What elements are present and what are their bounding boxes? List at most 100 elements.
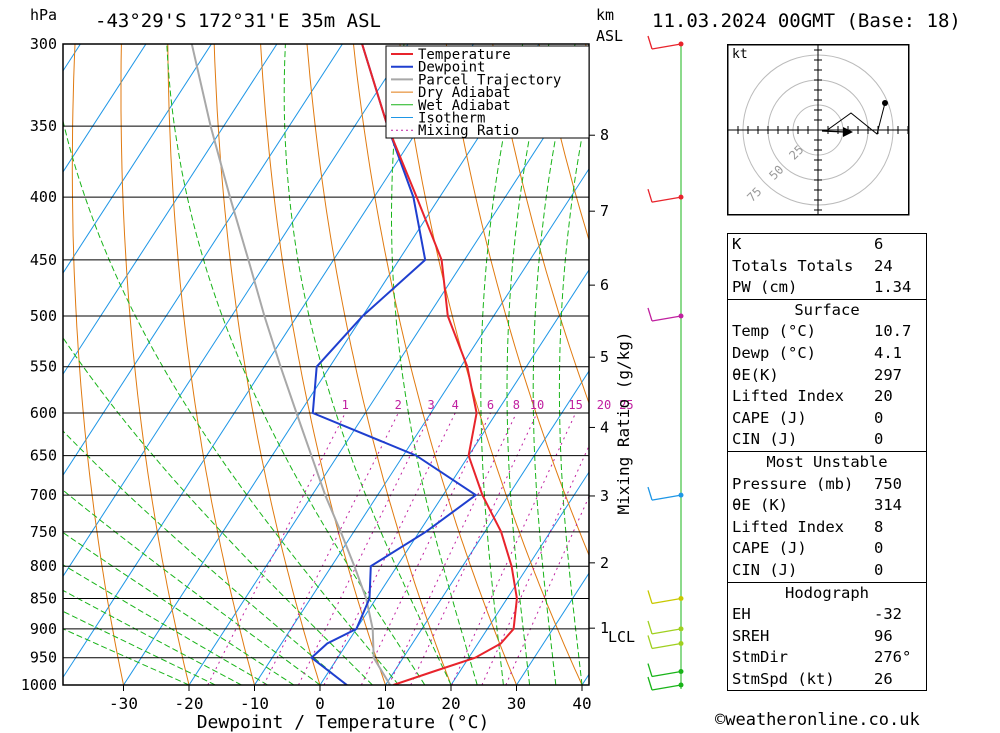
pressure-tick-label: 400: [30, 188, 57, 206]
index-value: 8: [874, 517, 884, 536]
x-tick-label: -10: [240, 694, 269, 713]
index-row: Pressure (mb) 750: [728, 474, 927, 496]
index-row: PW (cm) 1.34: [728, 277, 927, 299]
km-tick-label: 4: [600, 418, 609, 436]
index-row: Dewp (°C) 4.1: [728, 343, 927, 365]
index-value: 26: [874, 669, 893, 688]
wet-adiabat-line: [283, 44, 452, 685]
index-row: EH -32: [728, 604, 927, 626]
index-value: 24: [874, 256, 893, 275]
hodograph: kt 25 50 75: [727, 44, 910, 216]
legend-label: Isotherm: [418, 111, 485, 127]
pressure-tick-label: 850: [30, 589, 57, 607]
wind-barb: [651, 196, 682, 203]
dewpoint-line: [309, 44, 478, 685]
mixing-ratio-label: 3: [427, 398, 434, 412]
wind-level-dot: [678, 41, 684, 47]
index-row: Totals Totals 24: [728, 256, 927, 278]
wind-level-dot: [678, 492, 684, 498]
wet-adiabat-line: [63, 564, 268, 685]
index-value: 6: [874, 235, 884, 253]
index-row: Hodograph: [727, 581, 927, 605]
wind-level-dot: [678, 682, 684, 688]
index-label: K: [732, 235, 742, 253]
index-value: 4.1: [874, 343, 902, 362]
pressure-tick-label: 450: [30, 251, 57, 269]
mixing-ratio-label: 20: [597, 398, 611, 412]
index-label: Surface: [727, 298, 927, 322]
km-tick-label: 2: [600, 554, 609, 572]
index-row: StmDir 276°: [728, 647, 927, 669]
mixing-ratio-line: [207, 412, 346, 685]
wind-barb: [647, 188, 653, 203]
x-tick-label: 10: [376, 694, 395, 713]
km-tick-label: 1: [600, 619, 609, 637]
storm-motion-arrowhead: [843, 127, 853, 137]
dry-adiabat-line: [306, 44, 452, 685]
index-row: StmSpd (kt) 26: [728, 669, 927, 691]
wet-adiabat-line: [558, 97, 589, 685]
wind-barb: [647, 35, 653, 50]
isotherm-line: [384, 370, 589, 685]
index-value: -32: [874, 605, 902, 624]
wind-barb: [651, 642, 682, 650]
wind-level-dot: [678, 194, 684, 200]
km-tick-label: 3: [600, 487, 609, 505]
index-row: CAPE (J) 0: [728, 538, 927, 560]
index-label: StmDir: [732, 648, 788, 667]
km-tick-label: 8: [600, 126, 609, 144]
isotherm-line: [515, 572, 589, 685]
isotherm-line: [319, 269, 589, 685]
index-row: CIN (J) 0: [728, 429, 927, 451]
index-label: θE (K): [732, 496, 788, 515]
pressure-tick-label: 650: [30, 447, 57, 465]
wind-level-dot: [678, 626, 684, 632]
index-label: CAPE (J): [732, 408, 807, 427]
index-label: Lifted Index: [732, 517, 844, 536]
mixing-ratio-label: 2: [395, 398, 402, 412]
index-value: 0: [874, 560, 884, 579]
index-label: EH: [732, 605, 751, 624]
x-tick-label: 0: [315, 694, 325, 713]
wet-adiabat-line: [63, 531, 295, 685]
index-value: 297: [874, 365, 902, 384]
dry-adiabat-line: [957, 44, 1000, 685]
isotherm-line: [450, 471, 589, 685]
lcl-label: LCL: [608, 628, 635, 646]
location-title: -43°29'S 172°31'E 35m ASL: [95, 10, 381, 32]
legend-label: Wet Adiabat: [418, 98, 511, 114]
wet-adiabat-line: [166, 44, 426, 685]
legend-label: Mixing Ratio: [418, 123, 519, 139]
index-row: CIN (J) 0: [728, 560, 927, 582]
index-value: 750: [874, 474, 902, 493]
dry-adiabat-line: [71, 44, 124, 685]
pressure-tick-label: 1000: [21, 676, 57, 694]
dry-adiabat-line: [399, 44, 583, 685]
legend-label: Temperature: [418, 47, 511, 63]
datetime-title: 11.03.2024 00GMT (Base: 18): [652, 10, 961, 32]
mixing-ratio-label: 10: [530, 398, 544, 412]
index-value: 20: [874, 387, 893, 406]
wet-adiabat-line: [63, 489, 321, 685]
km-tick-label: 5: [600, 348, 609, 366]
wind-barb: [651, 684, 682, 691]
index-label: SREH: [732, 626, 770, 645]
mixing-ratio-label: 4: [452, 398, 459, 412]
mixing-ratio-label: 6: [487, 398, 494, 412]
indices-table: K 6 Totals Totals 24 PW (cm) 1.34 Surface Temp …: [727, 233, 927, 692]
dry-adiabat-line: [120, 44, 190, 685]
x-tick-label: -20: [175, 694, 204, 713]
wind-barb: [651, 597, 682, 605]
storm-motion-arrow: [821, 130, 846, 133]
wind-level-dot: [678, 313, 684, 319]
x-tick-label: 20: [441, 694, 460, 713]
pressure-tick-label: 350: [30, 117, 57, 135]
wind-barb: [647, 635, 653, 649]
isotherm-line: [63, 44, 147, 173]
dry-adiabat-line: [538, 44, 589, 242]
index-row: Lifted Index 20: [728, 386, 927, 408]
wind-level-dot: [678, 640, 684, 646]
index-label: StmSpd (kt): [732, 669, 835, 688]
index-row: Lifted Index 8: [728, 517, 927, 539]
